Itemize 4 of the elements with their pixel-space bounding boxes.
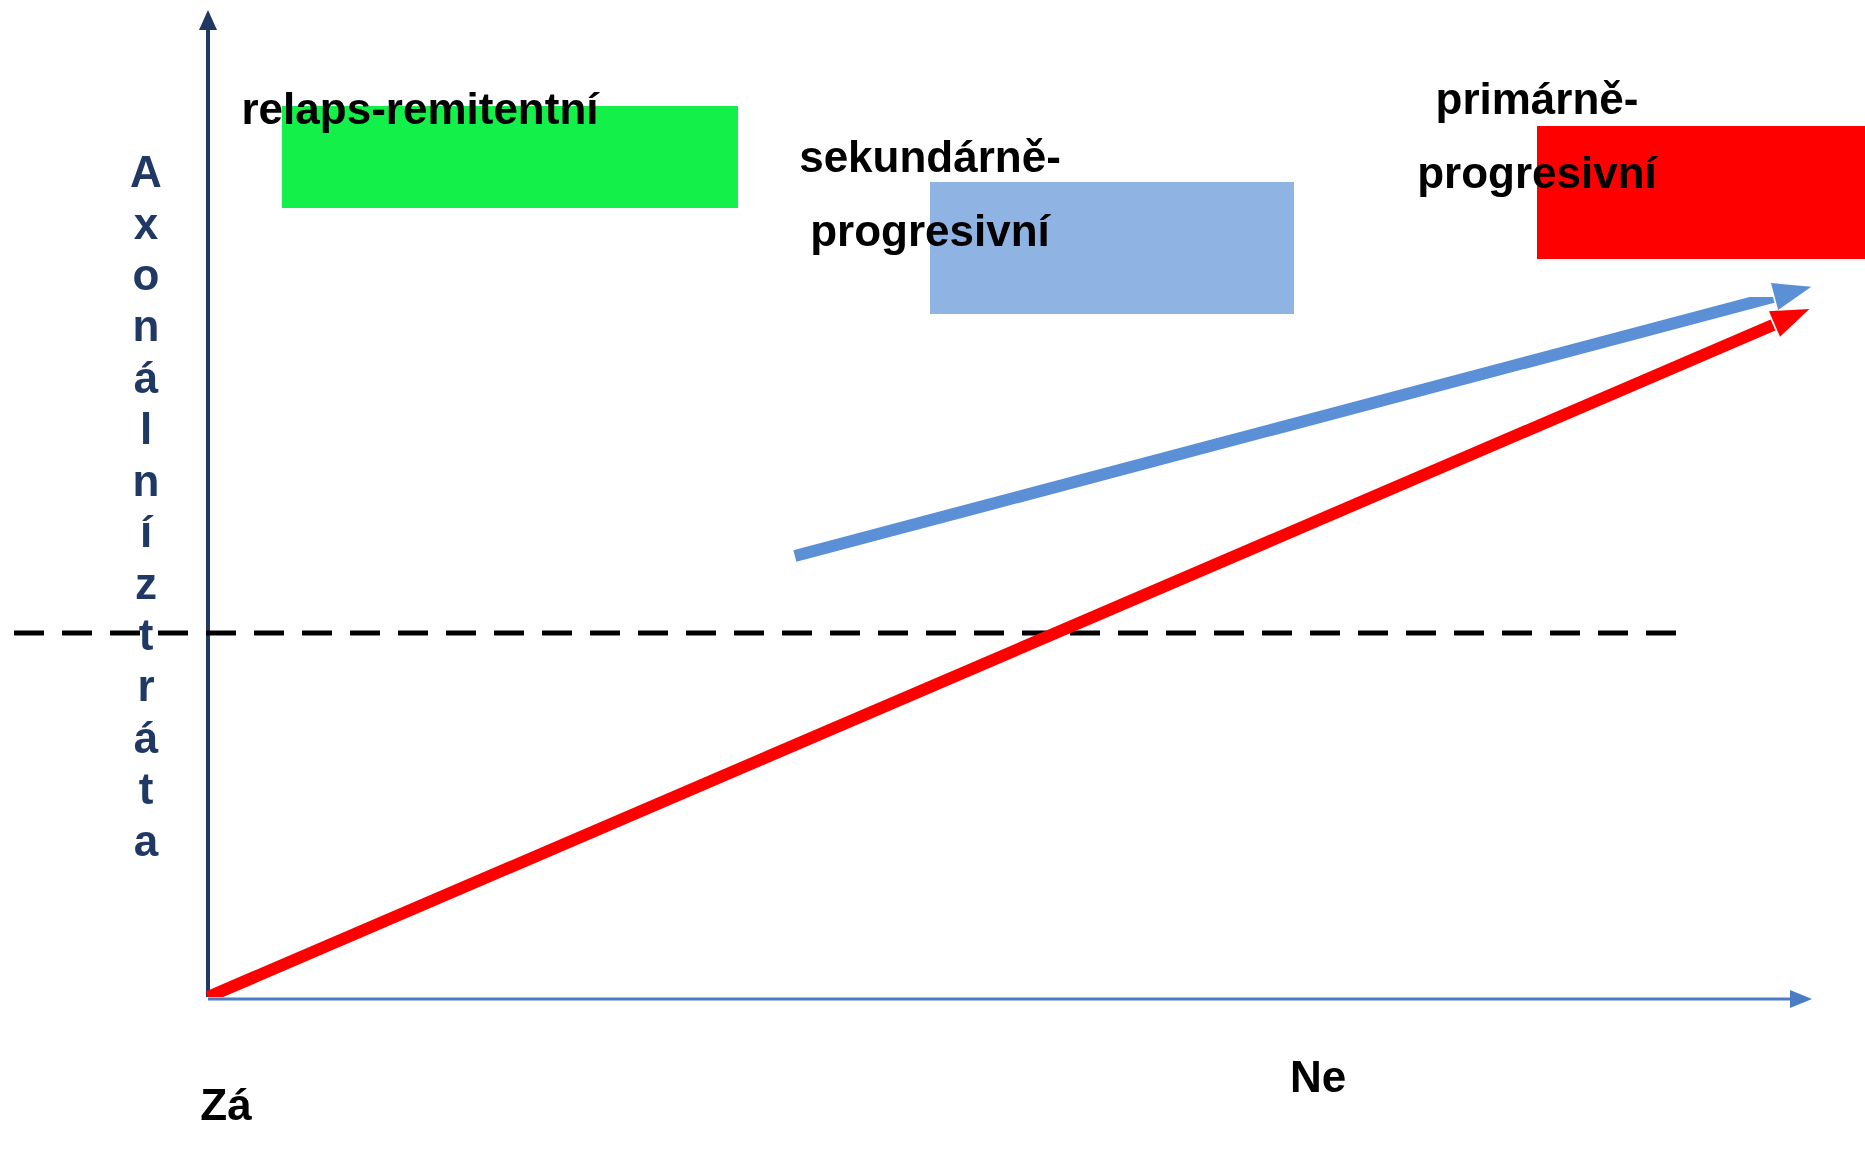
text: Axonální ztráta	[130, 147, 162, 865]
text: sekundárně-progresivní	[799, 131, 1061, 257]
text: Ne	[1289, 1051, 1347, 1103]
text: Zá	[200, 1079, 252, 1131]
